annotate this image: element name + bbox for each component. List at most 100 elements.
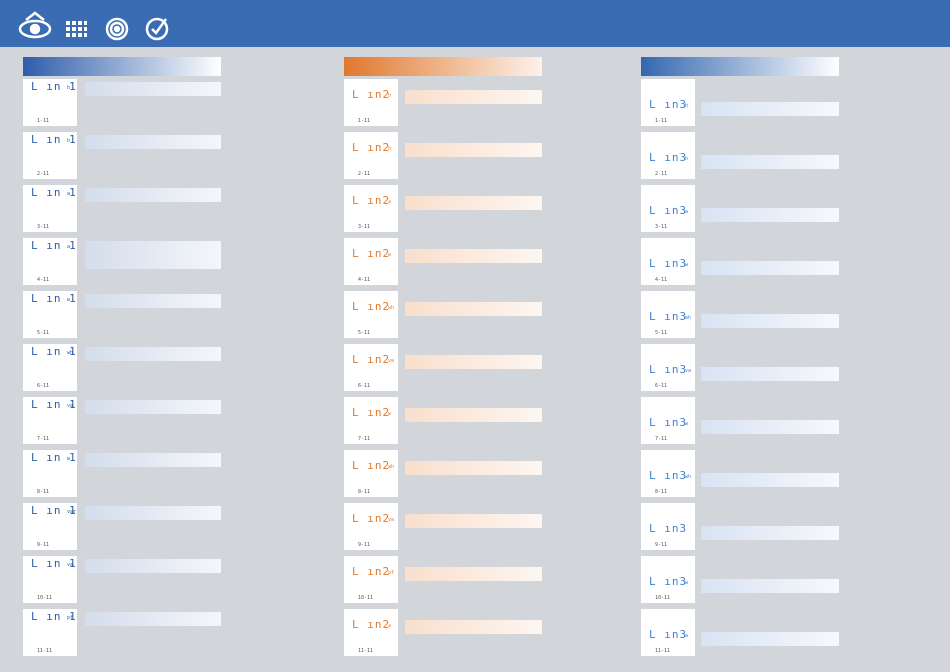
lcd-display xyxy=(641,450,695,497)
description-bar xyxy=(85,559,221,573)
description-bar xyxy=(701,314,839,328)
description-bar xyxy=(405,408,542,422)
lcd-display xyxy=(641,132,695,179)
lcd-text: L ın2 xyxy=(352,512,391,525)
lcd-unit: va xyxy=(67,562,74,568)
lcd-unit: va xyxy=(388,358,395,364)
description-bar xyxy=(701,208,839,222)
lcd-display xyxy=(641,556,695,603)
lcd-unit: a xyxy=(67,244,71,250)
lcd-text: L ın 1 xyxy=(31,557,77,570)
lcd-display xyxy=(641,609,695,656)
lcd-unit: w xyxy=(67,456,71,462)
page-index: 11-11 xyxy=(655,648,671,654)
description-bar xyxy=(405,90,542,104)
lcd-display xyxy=(641,185,695,232)
description-bar xyxy=(405,143,542,157)
lcd-text: L ın3 xyxy=(649,310,688,323)
lcd-display xyxy=(641,79,695,126)
lcd-text: L ın2 xyxy=(352,565,391,578)
column-header xyxy=(23,57,221,76)
page-index: 3-11 xyxy=(655,224,668,230)
lcd-display xyxy=(344,185,398,232)
page-index: 7-11 xyxy=(655,436,668,442)
description-bar xyxy=(85,294,221,308)
lcd-text: L ın3 xyxy=(649,575,688,588)
page-index: 4-11 xyxy=(37,277,50,283)
page-index: 2-11 xyxy=(655,171,668,177)
page-index: 9-11 xyxy=(37,542,50,548)
lcd-text: L ın3 xyxy=(649,469,688,482)
description-bar xyxy=(701,420,839,434)
lcd-display xyxy=(641,238,695,285)
lcd-display xyxy=(344,291,398,338)
lcd-unit: va xyxy=(685,368,692,374)
lcd-display xyxy=(344,132,398,179)
lcd-text: L ın3 xyxy=(649,363,688,376)
description-bar xyxy=(405,249,542,263)
page-index: 10-11 xyxy=(358,595,374,601)
page-index: 6-11 xyxy=(358,383,371,389)
lcd-text: L ın 1 xyxy=(31,610,77,623)
lcd-unit: va xyxy=(67,403,74,409)
page-index: 10-11 xyxy=(655,595,671,601)
lcd-display xyxy=(641,291,695,338)
lcd-unit: h xyxy=(388,93,392,99)
lcd-text: L ın3 xyxy=(649,257,688,270)
description-bar xyxy=(85,400,221,414)
lcd-display xyxy=(23,556,77,603)
lcd-text: L ın2 xyxy=(352,459,391,472)
lcd-unit: h xyxy=(67,85,71,91)
lcd-unit: w xyxy=(388,411,392,417)
lcd-text: L ın2 xyxy=(352,194,391,207)
page-index: 6-11 xyxy=(37,383,50,389)
page-index: 7-11 xyxy=(358,436,371,442)
lcd-text: L ın 1 xyxy=(31,345,77,358)
description-bar xyxy=(405,461,542,475)
page-index: 5-11 xyxy=(37,330,50,336)
description-bar xyxy=(701,579,839,593)
lcd-text: L ın2 xyxy=(352,141,391,154)
description-bar xyxy=(701,632,839,646)
page-index: 5-11 xyxy=(358,330,371,336)
description-bar xyxy=(405,620,542,634)
page-index: 11-11 xyxy=(358,648,374,654)
lcd-unit: wh xyxy=(67,350,74,356)
page-index: 9-11 xyxy=(655,542,668,548)
description-bar xyxy=(85,506,221,520)
lcd-text: L ın2 xyxy=(352,88,391,101)
description-bar xyxy=(701,526,839,540)
lcd-unit: pf xyxy=(388,570,395,576)
lcd-display xyxy=(641,397,695,444)
description-bar xyxy=(405,567,542,581)
page-index: 1-11 xyxy=(655,118,668,124)
lcd-text: L ın3 xyxy=(649,204,688,217)
lcd-text: L ın3 xyxy=(649,416,688,429)
description-bar xyxy=(85,255,221,269)
page-index: 7-11 xyxy=(37,436,50,442)
description-bar xyxy=(85,188,221,202)
lcd-display xyxy=(23,132,77,179)
lcd-text: L ın 1 xyxy=(31,451,77,464)
lcd-display xyxy=(23,450,77,497)
lcd-unit: w xyxy=(388,252,392,258)
description-bar xyxy=(85,612,221,626)
description-bar xyxy=(405,355,542,369)
description-bar xyxy=(405,514,542,528)
lcd-text: L ın3 xyxy=(649,522,688,535)
lcd-unit: a xyxy=(388,623,392,629)
lcd-unit: h xyxy=(388,146,392,152)
description-bar xyxy=(405,302,542,316)
page-index: 9-11 xyxy=(358,542,371,548)
lcd-unit: a xyxy=(685,633,689,639)
lcd-display xyxy=(23,291,77,338)
lcd-unit: w xyxy=(685,580,689,586)
lcd-display xyxy=(344,397,398,444)
lcd-display xyxy=(23,609,77,656)
header-bar xyxy=(0,0,950,47)
description-bar xyxy=(701,261,839,275)
description-bar xyxy=(701,102,839,116)
page-index: 10-11 xyxy=(37,595,53,601)
page-index: 8-11 xyxy=(655,489,668,495)
description-bar xyxy=(85,135,221,149)
